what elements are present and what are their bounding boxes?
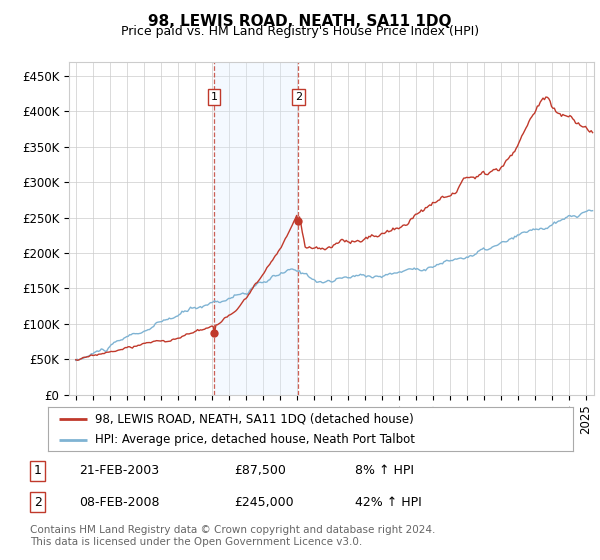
Text: 1: 1 [34, 464, 42, 478]
Text: 98, LEWIS ROAD, NEATH, SA11 1DQ (detached house): 98, LEWIS ROAD, NEATH, SA11 1DQ (detache… [95, 413, 414, 426]
Text: £245,000: £245,000 [234, 496, 293, 509]
Text: Price paid vs. HM Land Registry's House Price Index (HPI): Price paid vs. HM Land Registry's House … [121, 25, 479, 38]
Text: 8% ↑ HPI: 8% ↑ HPI [355, 464, 414, 478]
Text: 42% ↑ HPI: 42% ↑ HPI [355, 496, 422, 509]
Text: Contains HM Land Registry data © Crown copyright and database right 2024.
This d: Contains HM Land Registry data © Crown c… [30, 525, 436, 547]
Text: 2: 2 [34, 496, 42, 509]
Text: 1: 1 [211, 92, 217, 102]
Text: 2: 2 [295, 92, 302, 102]
Text: £87,500: £87,500 [234, 464, 286, 478]
Text: 08-FEB-2008: 08-FEB-2008 [79, 496, 160, 509]
Text: 21-FEB-2003: 21-FEB-2003 [79, 464, 160, 478]
Text: 98, LEWIS ROAD, NEATH, SA11 1DQ: 98, LEWIS ROAD, NEATH, SA11 1DQ [148, 14, 452, 29]
Text: HPI: Average price, detached house, Neath Port Talbot: HPI: Average price, detached house, Neat… [95, 433, 415, 446]
Bar [214, 62, 298, 395]
